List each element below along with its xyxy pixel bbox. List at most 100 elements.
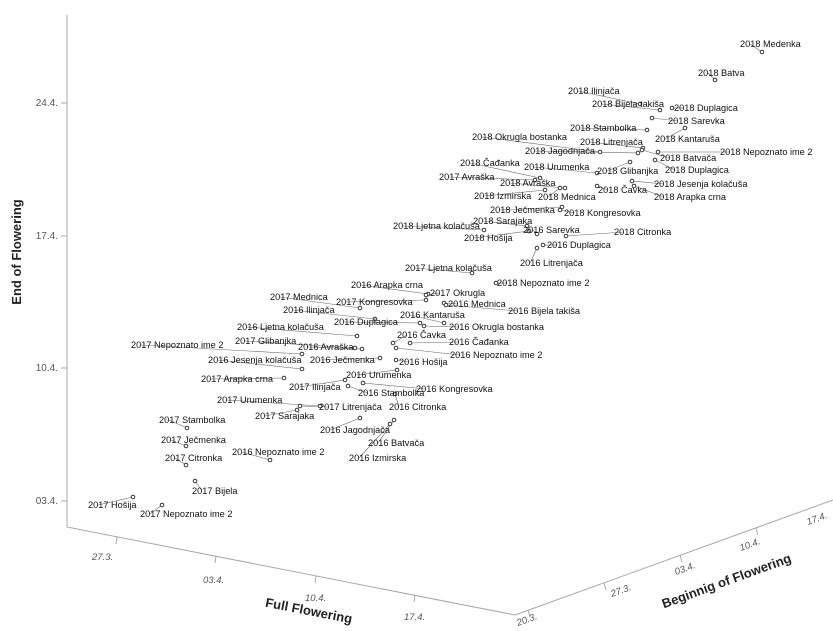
data-point [534, 245, 540, 251]
data-point [682, 125, 688, 131]
x-tick-label: 10.4. [738, 536, 762, 554]
leader-line [217, 359, 303, 370]
data-label: 2016 Duplagica [334, 317, 399, 327]
data-point [481, 227, 487, 233]
data-label: 2016 Batvača [368, 438, 425, 448]
data-label: 2018 Citronka [614, 227, 672, 237]
leader-lines [97, 43, 763, 515]
data-point [443, 302, 449, 308]
data-point [159, 502, 165, 508]
data-label: 2018 Avraška [500, 178, 556, 188]
data-labels: 2018 Medenka 2018 Batva 2018 Ilinjača 2018 … [88, 39, 812, 519]
data-point [534, 231, 540, 237]
data-label: 2018 Glibanjka [597, 166, 659, 176]
data-label: 2018 Okrugla bostanka [472, 132, 568, 142]
leader-line [445, 304, 519, 312]
data-label: 2016 Kantaruša [400, 310, 466, 320]
data-label: 2016 Mednica [448, 299, 507, 309]
y-tick-label: 24.4. [36, 98, 58, 109]
leader-line [565, 231, 625, 237]
data-label: 2016 Izmirska [349, 453, 407, 463]
leader-line [664, 127, 686, 140]
leader-line [601, 103, 661, 111]
y-tick-label: 17.4. [36, 231, 58, 242]
data-point [352, 345, 358, 351]
x-tick-label: 03.4. [673, 560, 697, 578]
data-point [635, 150, 641, 156]
data-label: 2016 Nepoznato ime 2 [450, 350, 542, 360]
data-point [540, 242, 546, 248]
data-point [524, 223, 530, 229]
data-label: 2018 Arapka crna [654, 192, 727, 202]
leader-line [264, 409, 298, 417]
leader-line [168, 419, 188, 429]
leader-line [292, 309, 376, 320]
leader-line [210, 377, 285, 380]
leader-line [409, 314, 445, 324]
data-points [130, 49, 765, 508]
leader-line [483, 189, 546, 197]
leader-line [345, 299, 427, 303]
data-label: 2018 Čađanka [460, 158, 521, 168]
data-label: 2016 Duplagica [547, 240, 612, 250]
z-tick-label: 27.3. [91, 552, 113, 563]
data-label: 2018 Duplagica [674, 103, 739, 113]
data-label: 2016 Čađanka [449, 337, 510, 347]
leader-line [448, 176, 536, 181]
data-label: 2018 Stambolka [570, 123, 637, 133]
leader-line [319, 357, 381, 361]
data-label: 2016 Litrenjača [520, 258, 584, 268]
x-tick-label: 27.3. [608, 582, 633, 600]
data-label: 2017 Glibanjka [235, 336, 297, 346]
data-label: 2016 Ljetna kolačuša [237, 322, 325, 332]
z-tick-label: 10.4. [305, 593, 326, 604]
data-point [631, 183, 637, 189]
leader-line [509, 182, 566, 189]
data-point [639, 147, 645, 153]
data-label: 2017 Mednica [270, 292, 329, 302]
data-label: 2018 Batvača [660, 153, 717, 163]
data-point [294, 407, 300, 413]
leader-line [244, 340, 356, 349]
data-point [559, 204, 565, 210]
data-point [393, 345, 399, 351]
data-label: 2017 Urumenka [217, 395, 283, 405]
data-point [712, 77, 718, 83]
data-point [644, 127, 650, 133]
data-point [281, 375, 287, 381]
x-tick-label: 17.4. [805, 510, 829, 528]
data-label: 2016 Kongresovka [416, 384, 494, 394]
data-point [297, 403, 303, 409]
leader-line [395, 347, 461, 356]
data-point [759, 49, 765, 55]
data-label: 2018 Kongresovka [564, 208, 642, 218]
data-label: 2018 Ljetna kolačuša [393, 221, 481, 231]
leader-line [392, 334, 408, 344]
z-axis-line [66, 526, 516, 616]
data-point [377, 355, 383, 361]
leader-line [481, 136, 601, 153]
leader-line [246, 326, 358, 337]
data-point [669, 105, 675, 111]
y-tick-label: 03.4. [36, 496, 58, 507]
data-label: 2018 Mednica [538, 192, 597, 202]
leader-line [358, 423, 391, 459]
x-axis-ticks: 20.3. 27.3. 03.4. 10.4. 17.4. [514, 510, 829, 629]
data-point [345, 383, 351, 389]
z-axis-ticks: 27.3. 03.4. 10.4. 17.4. [91, 536, 425, 623]
data-point [594, 170, 600, 176]
data-point [394, 367, 400, 373]
leader-line [499, 206, 563, 211]
data-point [532, 177, 538, 183]
leader-line [355, 369, 398, 376]
leader-line [633, 185, 665, 198]
data-label: 2017 Avraška [439, 172, 495, 182]
data-point [423, 297, 429, 303]
data-point [469, 270, 475, 276]
y-axis-ticks: 03.4. 10.4. 17.4. 24.4. [36, 98, 67, 507]
data-point [597, 149, 603, 155]
data-label: 2016 Bijela takiša [508, 306, 581, 316]
leader-line [533, 166, 598, 174]
data-label: 2017 Ilinjača [289, 382, 341, 392]
